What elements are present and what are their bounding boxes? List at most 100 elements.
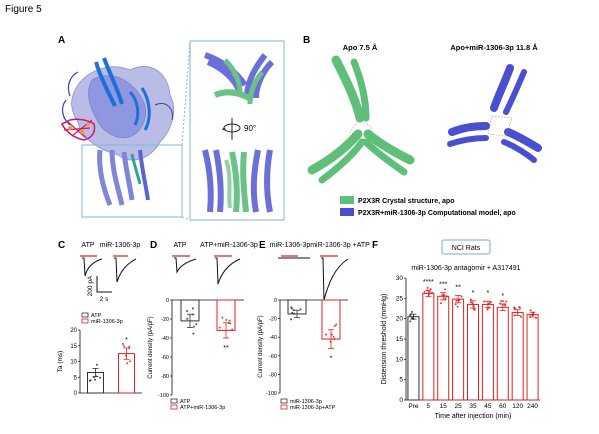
- panel-f-letter: F: [372, 240, 378, 251]
- panel-f-y-tick-label: 25: [396, 295, 404, 302]
- panel-b-green-structure: [307, 55, 415, 184]
- panel-f-significance: ***: [439, 282, 447, 289]
- panel-f-x-tick-label: 35: [469, 403, 477, 410]
- panel-f-y-tick-label: 0: [399, 397, 403, 404]
- panel-d-data-point: [231, 328, 234, 331]
- panel-f-data-point: [518, 306, 521, 309]
- panel-f-data-point: [535, 317, 538, 320]
- panel-e-data-point: [293, 312, 296, 315]
- panel-c-legend-mir: miR-1306-3p: [91, 319, 123, 325]
- zoom-line-bottom: [181, 216, 191, 221]
- panel-f-significance: ****: [423, 279, 434, 286]
- panel-f-x-tick-label: 60: [499, 403, 507, 410]
- panel-f-y-tick-label: 20: [396, 316, 404, 323]
- panel-d-legend-atp: ATP: [180, 399, 191, 405]
- legend-label-model: P2X3R+miR-1306-3p Computational model, a…: [358, 210, 516, 217]
- panel-c-data-point: [95, 363, 98, 366]
- panel-f-data-point: [426, 286, 429, 289]
- panel-f-x-tick-label: 240: [527, 403, 538, 410]
- panel-a-letter: A: [58, 35, 65, 46]
- zoom-line-top: [181, 40, 191, 146]
- panel-e-data-point: [329, 340, 332, 343]
- panel-a-inset-side-view: [202, 149, 273, 213]
- panel-e-data-point: [292, 309, 295, 312]
- panel-e-data-point: [291, 311, 294, 314]
- panel-f-data-point: [439, 302, 442, 305]
- panel-f-data-point: [471, 302, 474, 305]
- panel-e-y-tick-label: -100: [266, 391, 277, 397]
- panel-f-data-point: [528, 316, 531, 319]
- legend-swatch-blue: [340, 208, 354, 216]
- panel-c-trace-label-2: miR-1306-3p: [100, 242, 141, 249]
- panel-f-data-point: [469, 298, 472, 301]
- panel-f-bar: [496, 306, 509, 401]
- panel-f-x-tick-label: 120: [512, 403, 523, 410]
- panel-f-y-tick-label: 5: [399, 377, 403, 384]
- panel-c-data-point: [129, 360, 132, 363]
- panel-e-letter: E: [259, 240, 266, 251]
- panel-f-y-axis-label: Distension threshold (mmHg): [381, 294, 388, 385]
- panel-e-significance: *: [330, 355, 333, 362]
- panel-f-data-point: [431, 291, 434, 294]
- panel-f-data-point: [519, 315, 522, 318]
- panel-d-y-axis-label: Current density (pA/pF): [148, 316, 154, 378]
- panel-f-data-point: [532, 312, 535, 315]
- panel-e-data-point: [335, 323, 338, 326]
- panel-f-bar: [437, 295, 450, 401]
- panel-f-data-point: [441, 294, 444, 297]
- panel-c-bar-chart: 0 5 10 15 20 Ta (ms) *: [57, 328, 142, 397]
- panel-f-significance: *: [501, 293, 504, 300]
- panel-e-y-tick-label: -60: [269, 354, 277, 360]
- panel-d-letter: D: [150, 240, 157, 251]
- panel-f-data-point: [469, 301, 472, 304]
- panel-d-data-point: [225, 318, 228, 321]
- rotation-label: 90°: [244, 124, 256, 133]
- panel-f-data-point: [428, 290, 431, 293]
- panel-f-data-point: [409, 320, 412, 323]
- panel-f-data-point: [505, 300, 508, 303]
- panel-f-data-point: [488, 306, 491, 309]
- panel-e-trace-label-1: miR-1306-3p: [270, 242, 311, 249]
- panel-a-zoom-box: [81, 144, 183, 218]
- panel-f-significance: *: [487, 290, 490, 297]
- panel-f-data-point: [408, 314, 411, 317]
- panel-f-data-point: [529, 309, 532, 312]
- panel-d-y-tick-label: 0: [166, 298, 169, 304]
- legend-swatch-green: [340, 196, 354, 204]
- panel-f-x-tick-label: 15: [440, 403, 448, 410]
- panel-f-bar: [467, 303, 479, 401]
- rotation-arrow-icon: [222, 118, 241, 140]
- panel-e-current-traces: [278, 255, 349, 301]
- panel-c-data-point: [128, 347, 131, 350]
- panel-d-y-tick-label: -60: [161, 355, 169, 361]
- panel-f-data-point: [444, 297, 447, 300]
- panel-c-data-point: [128, 345, 131, 348]
- panel-f-data-point: [423, 290, 426, 293]
- panel-c-data-point: [93, 378, 96, 381]
- panel-f-data-point: [426, 289, 429, 292]
- panel-f-x-tick-label: Pre: [408, 403, 419, 410]
- panel-e-data-point: [332, 335, 335, 338]
- panel-f-bar: [481, 303, 494, 401]
- panel-e-y-tick-label: -80: [269, 372, 277, 378]
- panel-e-y-axis-label: Current density (pA/pF): [258, 315, 264, 377]
- panel-d-data-point: [192, 313, 195, 316]
- panel-f-data-point: [529, 313, 532, 316]
- panel-f-y-tick-label: 30: [396, 275, 404, 282]
- panel-c-y-tick-label: 10: [70, 360, 77, 366]
- panel-f-data-point: [454, 303, 457, 306]
- panel-f-x-axis-label: Time after injection (min): [435, 413, 512, 420]
- legend-label-crystal: P2X3R Crystal structure, apo: [358, 198, 454, 205]
- panel-f-data-point: [472, 305, 475, 308]
- panel-c-data-point: [124, 354, 127, 357]
- panel-c-y-tick-label: 5: [74, 375, 78, 381]
- panel-d-data-point: [221, 316, 224, 319]
- panel-f-data-point: [410, 310, 413, 313]
- panel-f-bar-chart: 0 5 10 15 20 25 30 Distension threshold (mmHg) P…: [381, 275, 540, 420]
- panel-c-data-point: [122, 345, 125, 348]
- panel-f-data-point: [501, 303, 504, 306]
- panel-a-inset-top-view: [203, 52, 275, 105]
- panel-c-scale-y: 200 pA: [87, 275, 94, 296]
- panel-e-y-tick-label: -40: [269, 335, 277, 341]
- panel-f-data-point: [445, 295, 448, 298]
